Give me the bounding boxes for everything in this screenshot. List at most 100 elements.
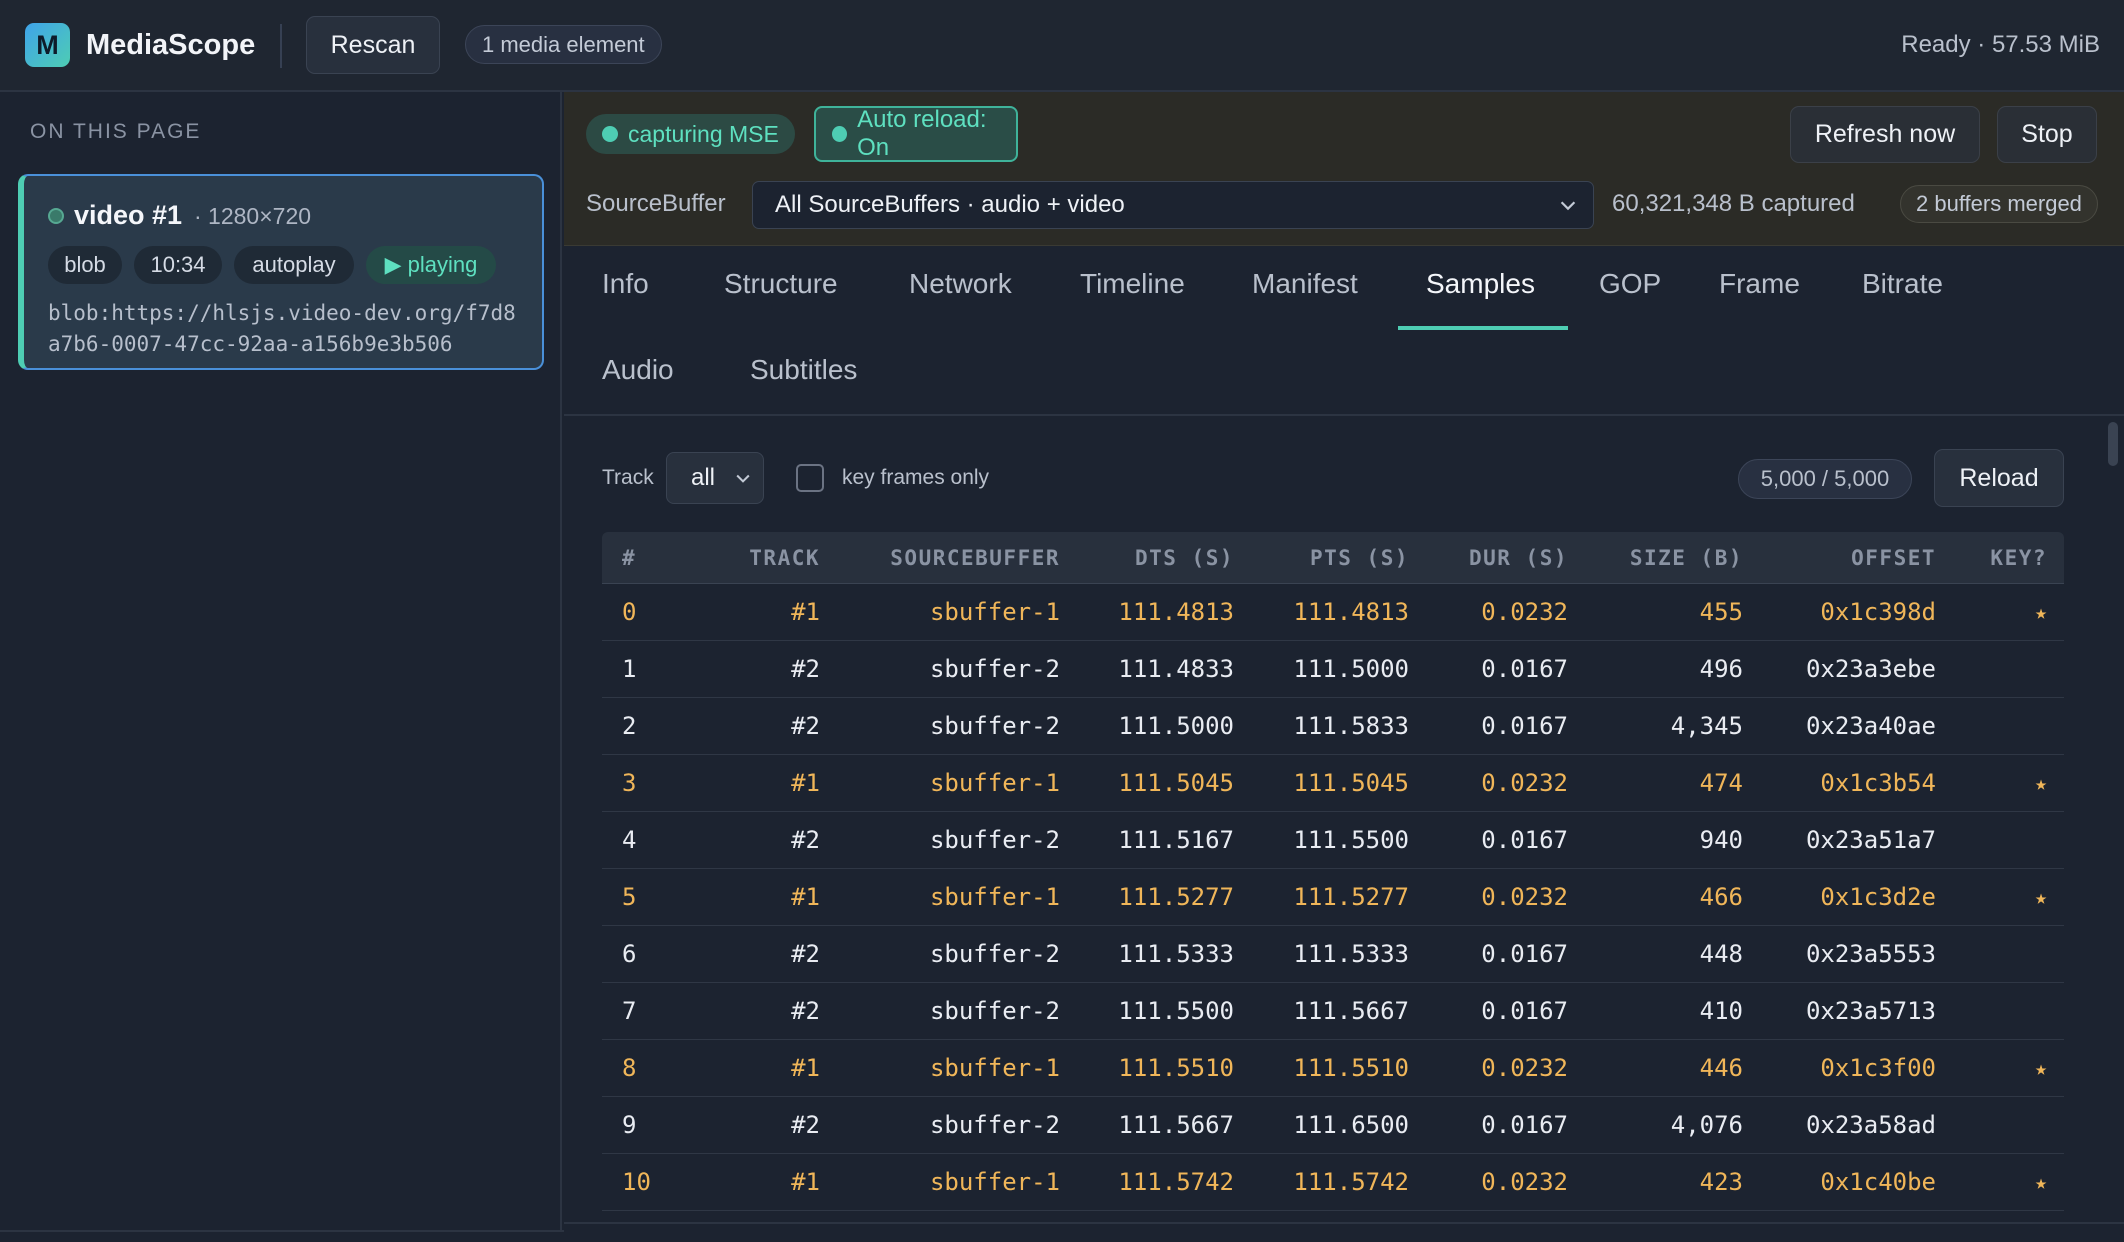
table-row[interactable]: 0 #1 sbuffer-1 111.4813 111.4813 0.0232 455 0x1…	[602, 584, 2064, 641]
stop-button[interactable]: Stop	[1997, 106, 2097, 163]
tab-info[interactable]: Info	[602, 268, 649, 299]
keyframes-only-checkbox[interactable]	[796, 464, 824, 492]
cell-dur: 0.0232	[1481, 883, 1568, 911]
cell-track: #2	[791, 712, 820, 740]
sidebar-bottom-edge	[0, 1230, 564, 1242]
table-row[interactable]: 4 #2 sbuffer-2 111.5167 111.5500 0.0167 940 0x2…	[602, 812, 2064, 869]
cell-size: 423	[1699, 1168, 1743, 1196]
rescan-button[interactable]: Rescan	[306, 16, 440, 74]
cell-dur: 0.0232	[1481, 1168, 1568, 1196]
cell-offset: 0x23a5713	[1805, 997, 1936, 1025]
cell-size: 4,345	[1670, 712, 1743, 740]
cell-track: #1	[791, 598, 820, 626]
cell-offset: 0x1c398d	[1820, 598, 1936, 626]
table-row[interactable]: 10 #1 sbuffer-1 111.5742 111.5742 0.0232 423 0x…	[602, 1154, 2064, 1211]
media-title: video #1	[74, 200, 183, 230]
tab-subtitles[interactable]: Subtitles	[750, 354, 858, 385]
table-row[interactable]: 1 #2 sbuffer-2 111.4833 111.5000 0.0167 496 0x2…	[602, 641, 2064, 698]
cell-key	[1947, 926, 2047, 982]
cell-dur: 0.0167	[1481, 712, 1568, 740]
cell-track: #1	[791, 883, 820, 911]
cell-index: 7	[622, 997, 637, 1025]
cell-sourcebuffer: sbuffer-1	[929, 1054, 1060, 1082]
table-row[interactable]: 5 #1 sbuffer-1 111.5277 111.5277 0.0232 466 0x1…	[602, 869, 2064, 926]
tab-frame[interactable]: Frame	[1719, 268, 1800, 299]
media-card-video-1[interactable]: video #1 · 1280×720 blob 10:34 autoplay …	[18, 174, 544, 370]
cell-dur: 0.0167	[1481, 997, 1568, 1025]
col-dts: DTS (S)	[1134, 546, 1234, 570]
cell-dts: 111.5333	[1118, 940, 1234, 968]
tab-gop[interactable]: GOP	[1599, 268, 1662, 299]
tab-samples[interactable]: Samples	[1426, 268, 1535, 299]
table-bottom-edge	[564, 1222, 2124, 1242]
tab-audio[interactable]: Audio	[602, 354, 674, 385]
tag-playing: ▶ playing	[366, 246, 496, 284]
cell-index: 3	[622, 769, 637, 797]
cell-key	[1947, 812, 2047, 868]
cell-dts: 111.5167	[1118, 826, 1234, 854]
vertical-scrollbar[interactable]	[2108, 422, 2118, 466]
cell-sourcebuffer: sbuffer-1	[929, 598, 1060, 626]
table-row[interactable]: 6 #2 sbuffer-2 111.5333 111.5333 0.0167 448 0x2…	[602, 926, 2064, 983]
sourcebuffer-select[interactable]: All SourceBuffers · audio + video	[752, 181, 1594, 229]
table-row[interactable]: 9 #2 sbuffer-2 111.5667 111.6500 0.0167 4,076 0…	[602, 1097, 2064, 1154]
cell-offset: 0x1c3d2e	[1820, 883, 1936, 911]
capturing-label: capturing MSE	[628, 120, 779, 147]
cell-track: #2	[791, 826, 820, 854]
tab-structure[interactable]: Structure	[724, 268, 838, 299]
cell-offset: 0x1c3f00	[1820, 1054, 1936, 1082]
table-row[interactable]: 3 #1 sbuffer-1 111.5045 111.5045 0.0232 474 0x1…	[602, 755, 2064, 812]
refresh-now-button[interactable]: Refresh now	[1790, 106, 1980, 163]
cell-dur: 0.0167	[1481, 826, 1568, 854]
cell-dur: 0.0167	[1481, 1111, 1568, 1139]
cell-offset: 0x23a40ae	[1805, 712, 1936, 740]
track-value: all	[691, 464, 716, 491]
chevron-down-icon	[1560, 201, 1576, 211]
cell-size: 940	[1699, 826, 1743, 854]
cell-index: 8	[622, 1054, 637, 1082]
header-divider	[280, 24, 282, 68]
tab-timeline[interactable]: Timeline	[1080, 268, 1185, 299]
col-offset: OFFSET	[1851, 546, 1936, 570]
cell-index: 6	[622, 940, 637, 968]
media-url: blob:https://hlsjs.video-dev.org/f7d8a7b…	[48, 301, 516, 356]
tab-manifest[interactable]: Manifest	[1252, 268, 1358, 299]
status-dot-icon	[48, 208, 64, 224]
app-title: MediaScope	[86, 29, 256, 61]
tag-autoplay: autoplay	[234, 246, 354, 284]
cell-track: #1	[791, 1168, 820, 1196]
media-count-badge: 1 media element	[465, 25, 662, 64]
table-row[interactable]: 8 #1 sbuffer-1 111.5510 111.5510 0.0232 446 0x1…	[602, 1040, 2064, 1097]
sample-count-badge: 5,000 / 5,000	[1738, 459, 1912, 499]
cell-offset: 0x23a3ebe	[1805, 655, 1936, 683]
tab-bitrate[interactable]: Bitrate	[1862, 268, 1943, 299]
auto-reload-dot-icon	[832, 126, 848, 142]
cell-pts: 111.5667	[1293, 997, 1409, 1025]
cell-key: ★	[2034, 600, 2047, 624]
cell-size: 446	[1699, 1054, 1743, 1082]
cell-index: 0	[622, 598, 637, 626]
tag-duration: 10:34	[134, 246, 222, 284]
col-track: TRACK	[749, 546, 820, 570]
cell-sourcebuffer: sbuffer-2	[929, 655, 1060, 683]
col-dur: DUR (S)	[1468, 546, 1568, 570]
capturing-badge: capturing MSE	[586, 114, 795, 154]
sidebar-heading: ON THIS PAGE	[30, 120, 202, 143]
cell-offset: 0x23a51a7	[1805, 826, 1936, 854]
cell-offset: 0x1c40be	[1820, 1168, 1936, 1196]
col-size: SIZE (B)	[1629, 546, 1743, 570]
cell-dts: 111.5045	[1118, 769, 1234, 797]
cell-track: #2	[791, 997, 820, 1025]
table-row[interactable]: 7 #2 sbuffer-2 111.5500 111.5667 0.0167 410 0x2…	[602, 983, 2064, 1040]
cell-sourcebuffer: sbuffer-1	[929, 769, 1060, 797]
tab-network[interactable]: Network	[909, 268, 1012, 299]
table-row[interactable]: 2 #2 sbuffer-2 111.5000 111.5833 0.0167 4,345 0…	[602, 698, 2064, 755]
reload-button[interactable]: Reload	[1934, 449, 2064, 507]
cell-sourcebuffer: sbuffer-2	[929, 940, 1060, 968]
active-tab-indicator	[1398, 326, 1568, 330]
auto-reload-toggle[interactable]: Auto reload: On	[814, 106, 1018, 162]
capture-bar: capturing MSE Auto reload: On Refresh no…	[564, 92, 2124, 246]
track-select[interactable]: all	[666, 452, 764, 504]
status-text: Ready · 57.53 MiB	[1901, 31, 2100, 58]
cell-dts: 111.5510	[1118, 1054, 1234, 1082]
